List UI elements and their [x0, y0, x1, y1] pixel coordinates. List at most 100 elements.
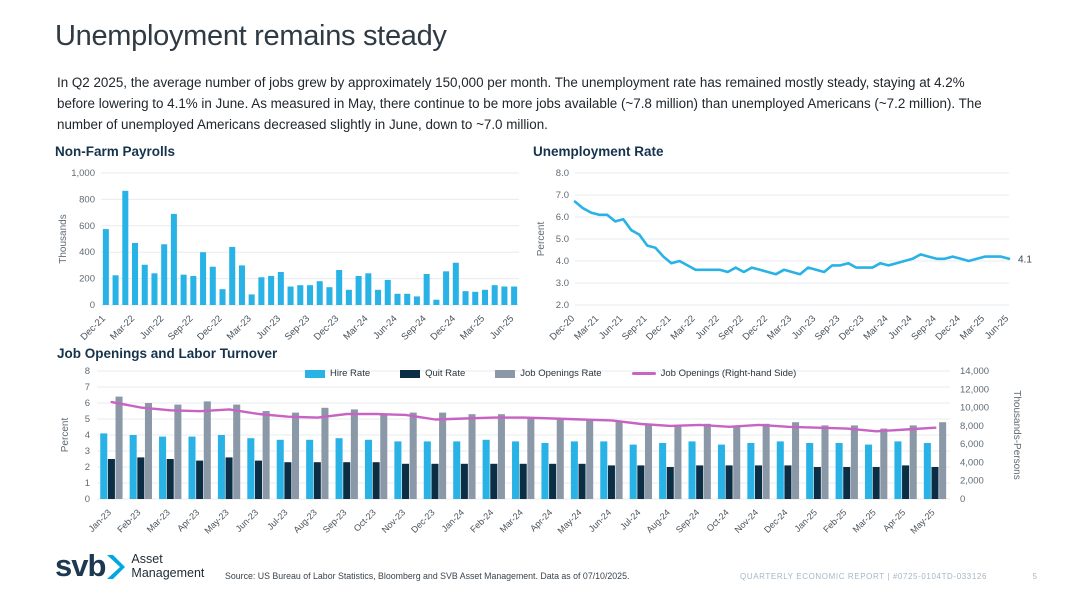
svg-text:Sep-21: Sep-21: [620, 313, 649, 342]
legend-item-hire-rate: Hire Rate: [305, 368, 370, 379]
intro-paragraph: In Q2 2025, the average number of jobs g…: [57, 75, 982, 133]
svg-text:4,000: 4,000: [960, 457, 984, 468]
svg-text:Dec-21: Dec-21: [644, 313, 673, 342]
svg-text:6: 6: [85, 398, 90, 409]
svg-text:Feb-25: Feb-25: [821, 507, 848, 534]
legend-swatch-icon: [305, 369, 325, 378]
svg-text:Oct-24: Oct-24: [705, 507, 731, 533]
svg-text:Sep-24: Sep-24: [674, 507, 702, 535]
svg-text:Nov-23: Nov-23: [380, 507, 408, 535]
svg-text:8: 8: [85, 366, 90, 377]
svg-text:Dec-23: Dec-23: [837, 313, 866, 342]
svg-text:1,000: 1,000: [71, 168, 95, 179]
unemployment-rate-title: Unemployment Rate: [533, 144, 664, 159]
svg-text:Dec-23: Dec-23: [312, 313, 341, 342]
legend-swatch-icon: [495, 369, 516, 378]
svg-text:Sep-24: Sep-24: [909, 313, 938, 342]
svg-text:Jul-24: Jul-24: [618, 507, 642, 531]
svb-logo-line1: Asset: [131, 551, 163, 566]
svg-text:Dec-20: Dec-20: [548, 313, 577, 342]
legend-label: Job Openings (Right-hand Side): [660, 368, 797, 379]
svg-text:Jun-23: Jun-23: [234, 507, 261, 534]
svg-text:3.0: 3.0: [556, 278, 569, 289]
svb-logo-line2: Management: [131, 565, 205, 580]
svg-text:800: 800: [79, 194, 95, 205]
svg-text:4: 4: [85, 430, 90, 441]
svg-text:Jun-24: Jun-24: [371, 313, 399, 341]
legend-item-job-openings-rate: Job Openings Rate: [495, 368, 602, 379]
svg-text:Jun-23: Jun-23: [255, 313, 283, 341]
svg-text:Percent: Percent: [60, 418, 71, 453]
svg-text:Jan-25: Jan-25: [793, 507, 820, 534]
job-openings-legend: Hire Rate Quit Rate Job Openings Rate Job O…: [305, 368, 796, 379]
svg-text:4.1: 4.1: [1018, 254, 1032, 265]
job-openings-chart: Job Openings and Labor Turnover Hire Rat…: [57, 346, 1062, 543]
svg-text:Mar-23: Mar-23: [765, 313, 794, 342]
legend-swatch-icon: [400, 369, 421, 378]
unemployment-rate-plot: 2.03.04.05.06.07.08.0Percent4.1Dec-20Mar…: [536, 168, 1032, 343]
legend-label: Quit Rate: [425, 368, 466, 379]
svg-text:Mar-24: Mar-24: [341, 313, 370, 342]
svb-chevron-icon: [107, 554, 126, 579]
svg-text:0: 0: [90, 300, 95, 311]
svg-text:400: 400: [79, 247, 95, 258]
legend-item-job-openings-right-hand-side-: Job Openings (Right-hand Side): [631, 368, 797, 379]
svb-logo-mark: svb: [55, 548, 106, 583]
svg-text:Apr-24: Apr-24: [528, 507, 554, 533]
svg-text:10,000: 10,000: [960, 403, 989, 414]
svg-text:600: 600: [79, 221, 95, 232]
svg-text:2.0: 2.0: [556, 300, 569, 311]
svg-text:May-24: May-24: [555, 507, 583, 535]
svg-text:Mar-23: Mar-23: [225, 313, 254, 342]
svg-text:May-23: May-23: [202, 507, 230, 535]
svg-text:Dec-22: Dec-22: [195, 313, 224, 342]
svg-text:Thousands: Thousands: [58, 214, 69, 263]
svg-text:0: 0: [960, 494, 965, 505]
svg-text:Dec-24: Dec-24: [762, 507, 790, 535]
report-id-label: QUARTERLY ECONOMIC REPORT | #0725-0104TD…: [740, 572, 987, 581]
svg-text:Percent: Percent: [536, 222, 547, 257]
svg-text:Aug-23: Aug-23: [291, 507, 319, 535]
svg-text:8,000: 8,000: [960, 421, 984, 432]
svg-text:Dec-21: Dec-21: [79, 313, 108, 342]
svg-text:May-25: May-25: [908, 507, 936, 535]
svg-text:Sep-22: Sep-22: [166, 313, 195, 342]
svg-text:5: 5: [85, 414, 90, 425]
svg-text:Jan-23: Jan-23: [87, 507, 114, 534]
svg-text:8.0: 8.0: [556, 168, 569, 179]
svg-text:Mar-22: Mar-22: [669, 313, 698, 342]
svg-text:Apr-25: Apr-25: [881, 507, 907, 533]
page-number: 5: [1032, 572, 1037, 581]
job-openings-plot: 0 1 2 3 4 5 6 7 8 0 2,000 4,000 6,000 8,000 10,000 12,0…: [60, 366, 1022, 536]
svg-text:14,000: 14,000: [960, 366, 989, 377]
page-title: Unemployment remains steady: [55, 20, 447, 52]
svg-text:Jul-23: Jul-23: [265, 507, 289, 531]
svg-text:12,000: 12,000: [960, 384, 989, 395]
svg-text:Mar-24: Mar-24: [498, 507, 525, 534]
svg-text:1: 1: [85, 478, 90, 489]
legend-swatch-icon: [631, 372, 656, 375]
svg-text:Jun-25: Jun-25: [983, 313, 1011, 341]
svg-text:6,000: 6,000: [960, 439, 984, 450]
svg-text:3: 3: [85, 446, 90, 457]
svg-text:7.0: 7.0: [556, 190, 569, 201]
svg-text:Apr-23: Apr-23: [175, 507, 201, 533]
svg-text:Dec-23: Dec-23: [409, 507, 437, 535]
legend-label: Job Openings Rate: [520, 368, 602, 379]
svg-text:Dec-24: Dec-24: [933, 313, 962, 342]
legend-item-quit-rate: Quit Rate: [400, 368, 465, 379]
svg-text:200: 200: [79, 274, 95, 285]
svg-text:Nov-24: Nov-24: [733, 507, 761, 535]
svb-logo-text: Asset Management: [131, 552, 204, 580]
svg-text:Feb-23: Feb-23: [115, 507, 142, 534]
svg-text:Mar-24: Mar-24: [862, 313, 891, 342]
source-note: Source: US Bureau of Labor Statistics, B…: [225, 571, 630, 581]
svg-text:Mar-25: Mar-25: [458, 313, 487, 342]
svg-text:7: 7: [85, 382, 90, 393]
svg-text:Dec-22: Dec-22: [741, 313, 770, 342]
svg-text:2,000: 2,000: [960, 476, 984, 487]
svg-text:Sep-24: Sep-24: [399, 313, 428, 342]
svg-text:Mar-23: Mar-23: [145, 507, 172, 534]
